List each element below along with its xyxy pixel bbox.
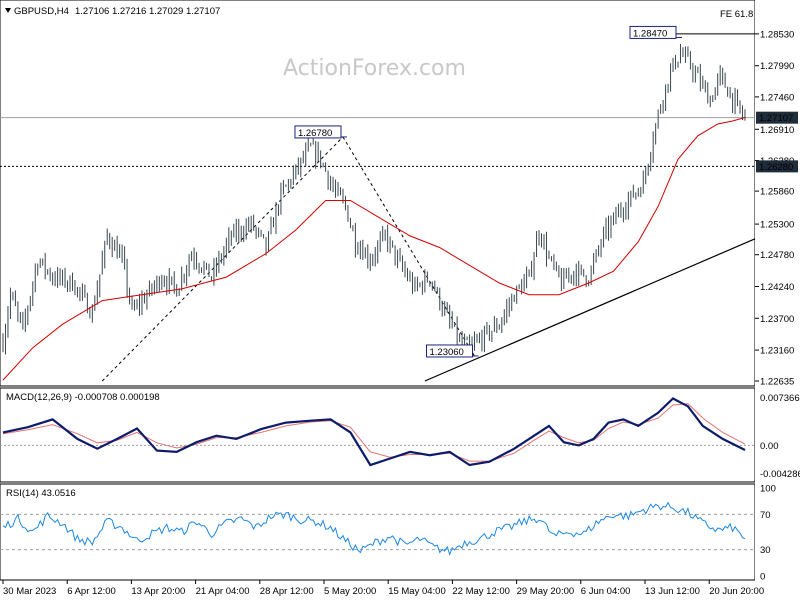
macd-tick-2: -0.004286 (760, 469, 800, 480)
macd-main-line (2, 397, 746, 467)
time-tick-11: 20 Jun 20:00 (709, 586, 764, 597)
price-tick-1: 1.27990 (760, 61, 794, 72)
support-price-badge-bg (756, 160, 798, 173)
macd-lines (0, 397, 755, 467)
macd-tick-0: 0.007366 (760, 393, 800, 404)
price-panel (0, 0, 756, 387)
annotation-label-0: 1.26780 (298, 128, 332, 139)
rsi-lines (0, 501, 755, 556)
annotation-label-2: 1.23060 (430, 347, 464, 358)
price-tick-9: 1.23700 (760, 314, 794, 325)
time-tick-0: 30 Mar 2023 (3, 586, 56, 597)
rsi-line (2, 501, 746, 556)
time-axis: 30 Mar 2023 6 Apr 12:00 13 Apr 20:00 21 Apr… (2, 580, 764, 597)
support-trendline (424, 238, 756, 382)
price-annotations: 1.26780 1.28470 1.23060 (294, 25, 682, 358)
dropdown-icon[interactable] (5, 8, 11, 13)
support-price-badge: 1.26280 (759, 162, 793, 173)
price-tick-6: 1.25300 (760, 220, 794, 231)
fib-label: FE 61.8 (720, 9, 753, 20)
candlesticks (2, 44, 746, 355)
price-axis: 1.285301.279901.274601.269101.263801.258… (755, 29, 798, 388)
time-tick-5: 5 May 20:00 (324, 586, 376, 597)
rsi-axis: 100 70 30 0 (760, 484, 776, 583)
annotation-box-2 (426, 344, 474, 358)
time-tick-7: 22 May 12:00 (452, 586, 510, 597)
moving-average-line (2, 117, 746, 381)
price-tick-7: 1.24780 (760, 250, 794, 261)
time-tick-3: 21 Apr 04:00 (196, 586, 250, 597)
header: GBPUSD,H4 1.27106 1.27216 1.27029 1.2710… (5, 6, 753, 20)
price-tick-8: 1.24240 (760, 282, 794, 293)
rsi-tick-2: 30 (760, 545, 771, 556)
time-tick-1: 6 Apr 12:00 (67, 586, 116, 597)
price-tick-0: 1.28530 (760, 29, 794, 40)
rsi-tick-0: 100 (760, 484, 776, 495)
time-tick-4: 28 Apr 12:00 (260, 586, 314, 597)
watermark: ActionForex.com (283, 56, 466, 81)
price-tick-10: 1.23160 (760, 346, 794, 357)
symbol-label: GBPUSD,H4 (14, 6, 69, 17)
current-price-badge: 1.27107 (759, 113, 793, 124)
price-tick-2: 1.27460 (760, 92, 794, 103)
annotation-box-1 (629, 25, 677, 39)
annotation-label-1: 1.28470 (633, 28, 667, 39)
rsi-tick-3: 0 (760, 572, 765, 583)
time-tick-2: 13 Apr 20:00 (131, 586, 185, 597)
macd-axis: 0.007366 0.00 -0.004286 (760, 393, 800, 480)
rsi-tick-1: 70 (760, 510, 771, 521)
rsi-panel (0, 483, 756, 581)
annotation-box-0 (294, 125, 342, 139)
right-axis-area (755, 0, 800, 600)
price-tick-5: 1.25860 (760, 187, 794, 198)
current-price-badge-bg (756, 111, 798, 124)
macd-title: MACD(12,26,9) -0.000708 0.000198 (6, 392, 160, 403)
price-tick-11: 1.22635 (760, 377, 794, 388)
time-tick-8: 29 May 20:00 (517, 586, 575, 597)
ohlc-values: 1.27106 1.27216 1.27029 1.27107 (75, 6, 220, 17)
rsi-title: RSI(14) 43.0516 (6, 488, 76, 499)
time-tick-6: 15 May 04:00 (388, 586, 446, 597)
price-tick-3: 1.26910 (760, 125, 794, 136)
time-tick-9: 6 Jun 04:00 (581, 586, 631, 597)
macd-tick-1: 0.00 (760, 441, 779, 452)
time-tick-10: 13 Jun 12:00 (645, 586, 700, 597)
